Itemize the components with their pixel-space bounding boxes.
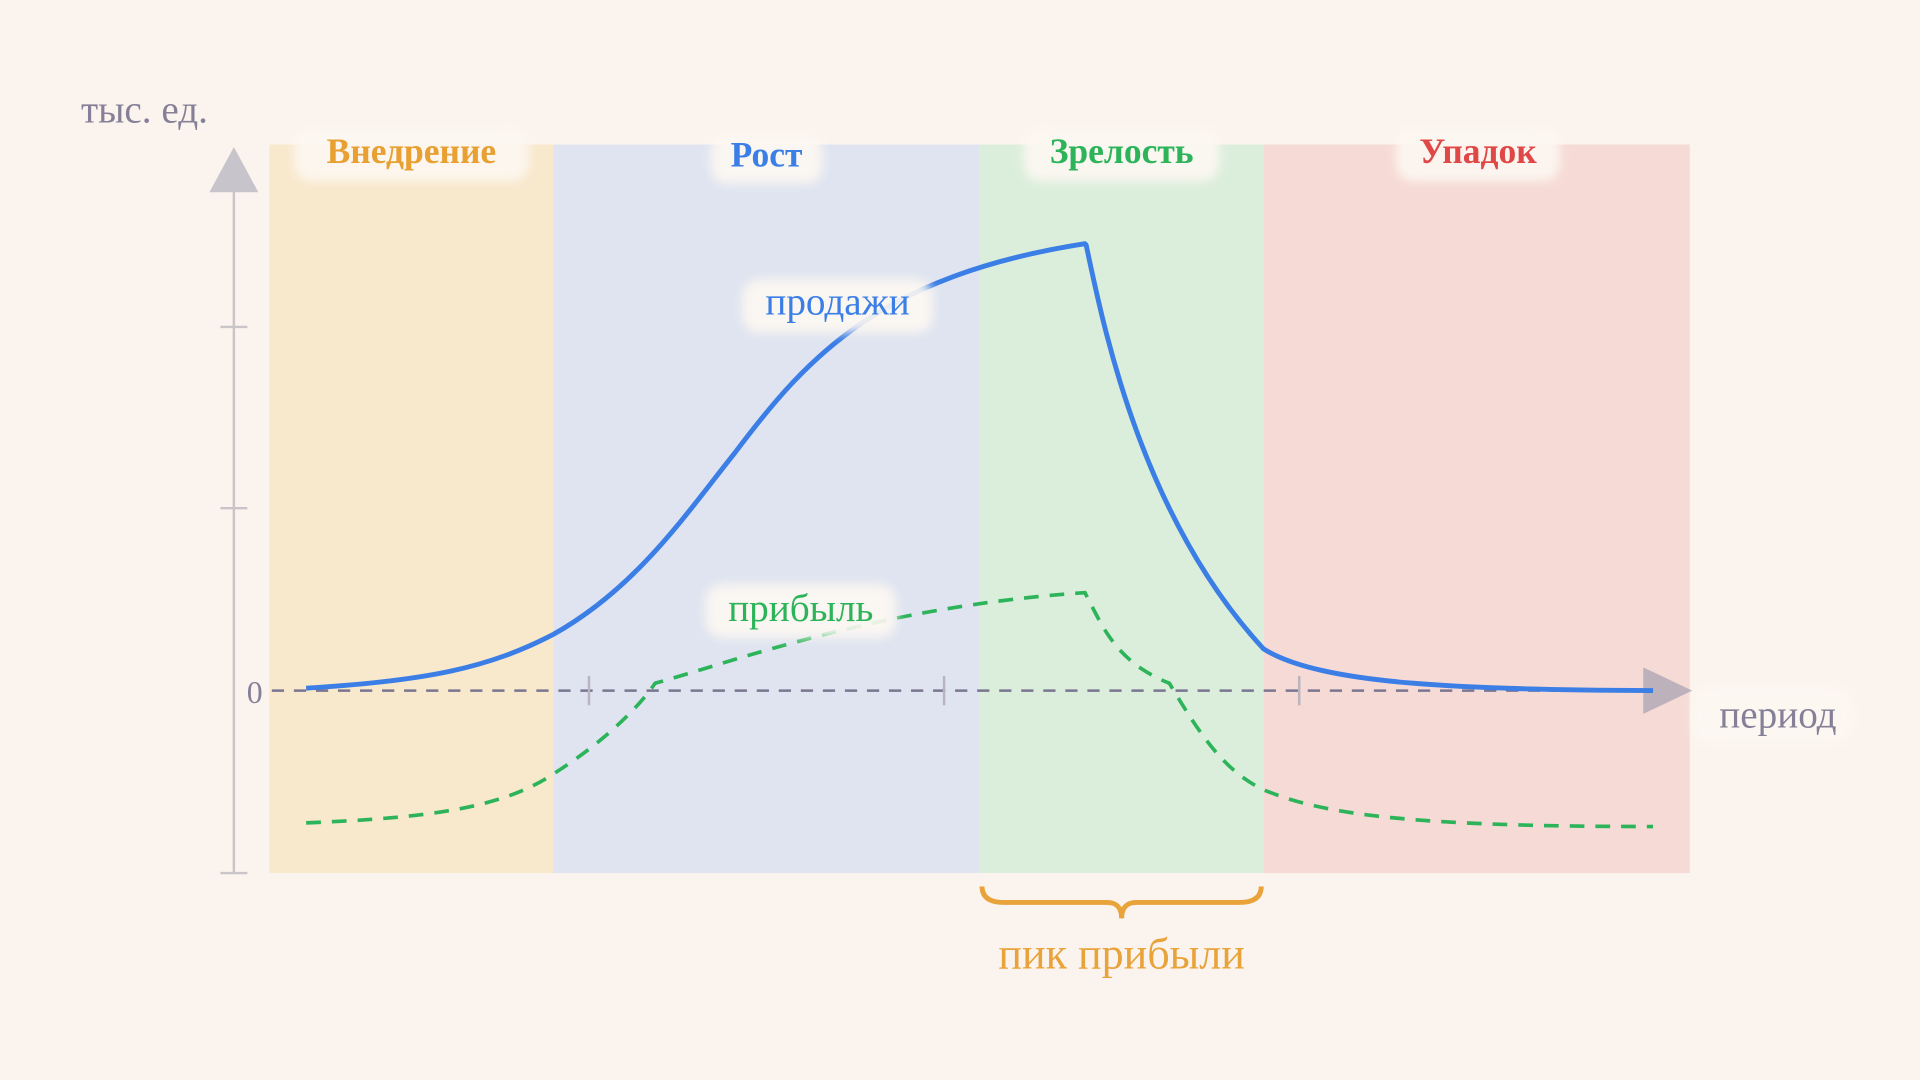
stage-label: Рост: [731, 135, 803, 175]
label-bg: [1395, 129, 1560, 182]
stage-label: Упадок: [1419, 131, 1537, 171]
stage-decline-region: [1263, 144, 1690, 874]
y-axis-label: тыс. ед.: [81, 88, 208, 131]
sales-label: продажи: [765, 281, 909, 324]
x-axis-arrow: [1643, 667, 1693, 714]
profit-curve: [306, 590, 1654, 829]
label-bg: [1023, 129, 1220, 182]
stage-growth-region: [553, 144, 980, 874]
x-ticks: [587, 675, 1301, 706]
profit-label: прибыль: [728, 587, 873, 630]
y-axis: [220, 183, 248, 875]
peak-annotation: пик прибыли: [998, 930, 1244, 979]
label-bg: [742, 279, 934, 334]
peak-brace: [979, 886, 1264, 919]
label-bg: [705, 584, 897, 638]
label-bg: [1692, 688, 1852, 743]
zero-label: 0: [247, 675, 263, 710]
stage-label: Внедрение: [327, 131, 497, 171]
stage-label: Зрелость: [1050, 131, 1194, 171]
y-axis-arrow: [209, 146, 259, 193]
x-axis-label: период: [1719, 693, 1836, 736]
sales-curve: [305, 241, 1654, 694]
label-bg: [710, 134, 823, 184]
stage-intro-region: [269, 144, 554, 874]
label-bg: [293, 129, 529, 182]
